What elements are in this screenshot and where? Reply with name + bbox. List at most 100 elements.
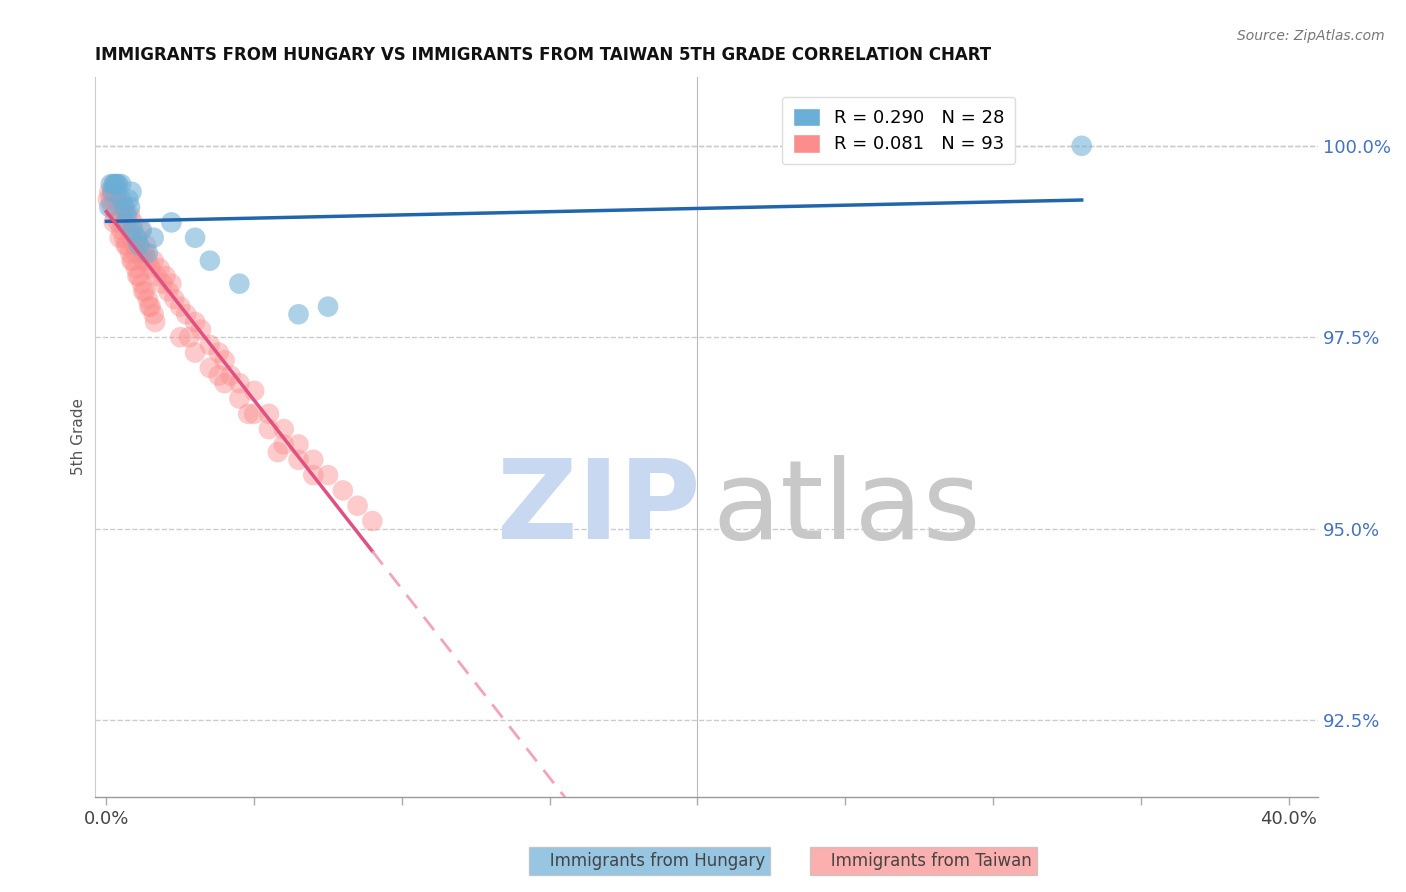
Point <box>198 253 221 268</box>
Point <box>131 246 153 260</box>
Point <box>110 193 132 207</box>
Point <box>302 468 325 483</box>
Point <box>128 268 150 283</box>
Point <box>184 345 207 359</box>
Point <box>121 185 143 199</box>
Point <box>107 193 129 207</box>
Point <box>198 360 221 375</box>
Point <box>136 292 159 306</box>
Point <box>302 452 325 467</box>
Point <box>149 261 172 276</box>
Point <box>228 277 250 291</box>
Point <box>118 246 141 260</box>
Text: atlas: atlas <box>713 455 981 562</box>
Point <box>243 384 266 398</box>
Text: ZIP: ZIP <box>496 455 700 562</box>
Point <box>214 353 236 368</box>
Point <box>103 177 125 191</box>
Point <box>124 238 146 252</box>
Point <box>112 200 135 214</box>
Point <box>114 215 136 229</box>
Point <box>114 238 136 252</box>
Text: Immigrants from Taiwan: Immigrants from Taiwan <box>815 852 1032 870</box>
Point <box>98 200 121 214</box>
Point <box>112 230 135 244</box>
Point <box>125 230 148 244</box>
Point <box>121 230 143 244</box>
Point <box>132 253 155 268</box>
Point <box>134 285 156 299</box>
Point <box>108 200 131 214</box>
Point <box>115 238 138 252</box>
Point <box>112 200 135 214</box>
Point <box>134 246 156 260</box>
Point <box>238 407 260 421</box>
Point <box>157 285 180 299</box>
Point <box>131 277 153 291</box>
Point <box>163 292 186 306</box>
Point <box>145 268 167 283</box>
Point <box>136 246 159 260</box>
Point <box>117 193 139 207</box>
Point <box>160 215 183 229</box>
Point <box>115 208 138 222</box>
Point <box>214 376 236 391</box>
Point <box>101 185 124 199</box>
Point <box>105 185 128 199</box>
Point <box>208 368 231 383</box>
Text: IMMIGRANTS FROM HUNGARY VS IMMIGRANTS FROM TAIWAN 5TH GRADE CORRELATION CHART: IMMIGRANTS FROM HUNGARY VS IMMIGRANTS FR… <box>94 46 991 64</box>
Point <box>139 300 162 314</box>
Point <box>208 345 231 359</box>
Point <box>287 437 309 451</box>
Point <box>122 215 145 229</box>
Point <box>228 392 250 406</box>
Point <box>257 407 280 421</box>
Legend: R = 0.290   N = 28, R = 0.081   N = 93: R = 0.290 N = 28, R = 0.081 N = 93 <box>782 96 1015 164</box>
Point <box>228 376 250 391</box>
Point <box>118 200 141 214</box>
Point <box>111 215 134 229</box>
Point <box>129 223 152 237</box>
Point <box>128 238 150 252</box>
Point <box>184 315 207 329</box>
Text: Immigrants from Hungary: Immigrants from Hungary <box>534 852 765 870</box>
Point <box>179 330 201 344</box>
Point <box>114 208 136 222</box>
Point <box>103 215 125 229</box>
Point <box>115 215 138 229</box>
Point <box>142 307 165 321</box>
Point <box>110 223 132 237</box>
Point <box>346 499 368 513</box>
Point <box>169 300 191 314</box>
Point <box>104 193 127 207</box>
Point <box>105 177 128 191</box>
Point <box>332 483 354 498</box>
Point <box>257 422 280 436</box>
Point <box>121 253 143 268</box>
Point <box>142 230 165 244</box>
Point <box>198 338 221 352</box>
Point <box>100 177 122 191</box>
Point <box>287 452 309 467</box>
Point <box>169 330 191 344</box>
Point <box>97 193 120 207</box>
Point <box>267 445 290 459</box>
Point <box>125 261 148 276</box>
Point <box>125 246 148 260</box>
Point <box>118 208 141 222</box>
Y-axis label: 5th Grade: 5th Grade <box>72 399 86 475</box>
Point <box>122 223 145 237</box>
Point <box>1070 138 1092 153</box>
Point <box>108 230 131 244</box>
Point <box>138 300 160 314</box>
Point <box>160 277 183 291</box>
Point <box>131 223 153 237</box>
Point <box>104 177 127 191</box>
Point <box>273 437 295 451</box>
Point <box>103 177 125 191</box>
Point <box>190 323 212 337</box>
Point <box>110 177 132 191</box>
Point <box>142 253 165 268</box>
Point <box>107 215 129 229</box>
Point <box>219 368 242 383</box>
